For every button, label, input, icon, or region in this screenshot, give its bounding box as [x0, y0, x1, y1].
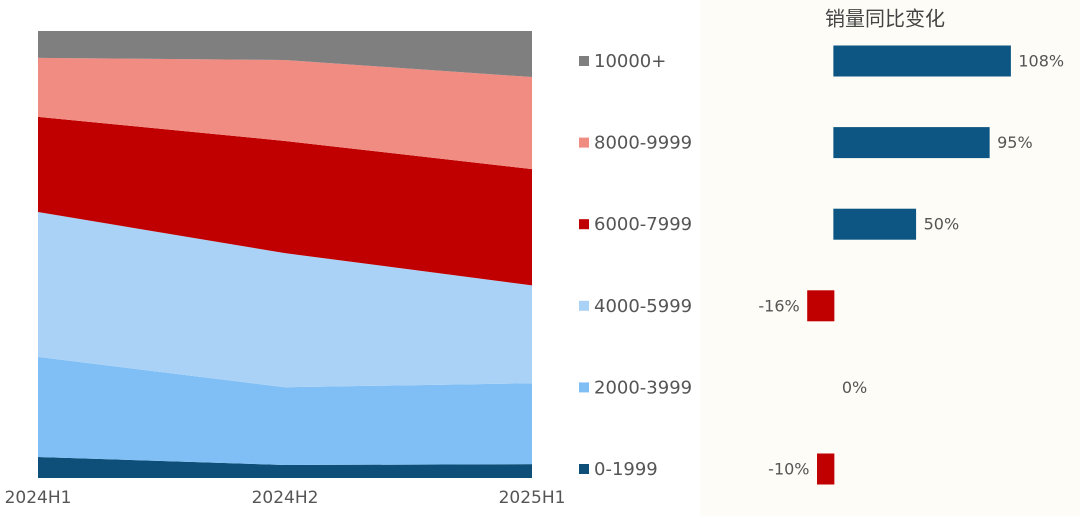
legend-label: 0-1999 [594, 459, 658, 480]
legend-label: 2000-3999 [594, 377, 692, 398]
value-label: 95% [997, 133, 1033, 152]
bar [833, 45, 1011, 77]
legend-swatch [579, 137, 589, 148]
area [38, 212, 532, 388]
legend-swatch [579, 382, 589, 393]
area [38, 31, 532, 78]
value-label: -10% [768, 460, 809, 479]
x-tick-label: 2025H1 [499, 488, 566, 508]
value-label: 0% [842, 378, 867, 397]
bar [817, 453, 835, 485]
area [38, 456, 532, 478]
legend-swatch [579, 219, 589, 230]
legend-swatch [579, 300, 589, 311]
legend-label: 10000+ [594, 51, 666, 72]
value-label: 108% [1018, 52, 1064, 71]
area [38, 57, 532, 170]
bar [833, 208, 917, 240]
legend-label: 6000-7999 [594, 214, 692, 235]
value-label: 50% [924, 215, 960, 234]
x-tick-label: 2024H1 [5, 488, 72, 508]
area [38, 116, 532, 286]
x-tick-label: 2024H2 [252, 488, 319, 508]
panel-background [700, 0, 1080, 516]
legend-swatch [579, 56, 589, 66]
legend-label: 8000-9999 [594, 133, 692, 154]
legend-swatch [579, 464, 589, 474]
bar [833, 127, 990, 159]
bar-title: 销量同比变化 [825, 7, 945, 31]
legend-label: 4000-5999 [594, 296, 692, 317]
value-label: -16% [758, 296, 799, 315]
bar [807, 290, 835, 322]
area [38, 356, 532, 466]
